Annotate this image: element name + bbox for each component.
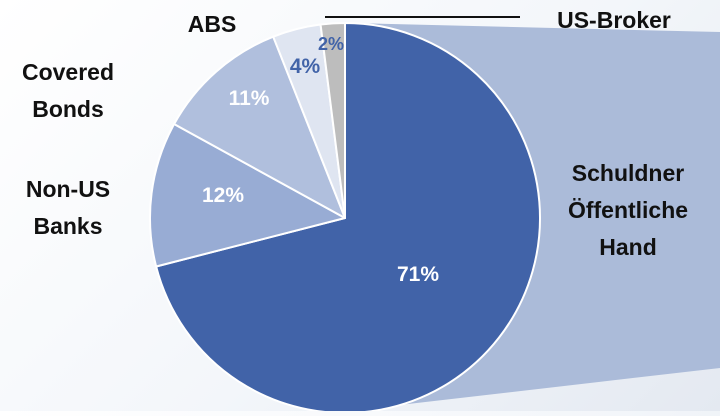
category-label-abs: ABS xyxy=(188,11,237,37)
category-label-layer: Schuldner Öffentliche Hand Non-US Banks Cover… xyxy=(22,7,688,260)
category-label-us-broker: US-Broker xyxy=(557,7,671,33)
slice-value-label: 12% xyxy=(202,184,244,207)
category-label-line: Hand xyxy=(599,234,657,260)
pie-slice-non-us-banks xyxy=(149,123,346,268)
slice-value-label: 71% xyxy=(397,263,439,286)
category-label-covered-bonds: Covered Bonds xyxy=(22,59,114,122)
pie-slice-us-broker xyxy=(319,22,346,219)
category-label-line: Banks xyxy=(33,213,102,239)
category-label-line: Non-US xyxy=(26,176,110,202)
slice-value-label: 11% xyxy=(229,87,270,110)
category-label-line: Bonds xyxy=(32,96,104,122)
category-label-line: ABS xyxy=(188,11,237,37)
slice-layer xyxy=(149,22,541,414)
category-label-line: US-Broker xyxy=(557,7,671,33)
category-label-line: Covered xyxy=(22,59,114,85)
category-label-schuldner-oeffentliche-hand: Schuldner Öffentliche Hand xyxy=(568,160,688,260)
slice-value-label: 2% xyxy=(318,34,344,54)
category-label-line: Öffentliche xyxy=(568,197,688,223)
pie-slice-schuldner-offentliche-hand xyxy=(155,22,541,414)
slice-value-label: 4% xyxy=(290,55,321,78)
value-label-layer: 71% 12% 11% 4%2% xyxy=(202,34,439,286)
pie-slice-covered-bonds xyxy=(173,35,346,219)
category-label-non-us-banks: Non-US Banks xyxy=(26,176,110,239)
category-label-line: Schuldner xyxy=(572,160,685,186)
